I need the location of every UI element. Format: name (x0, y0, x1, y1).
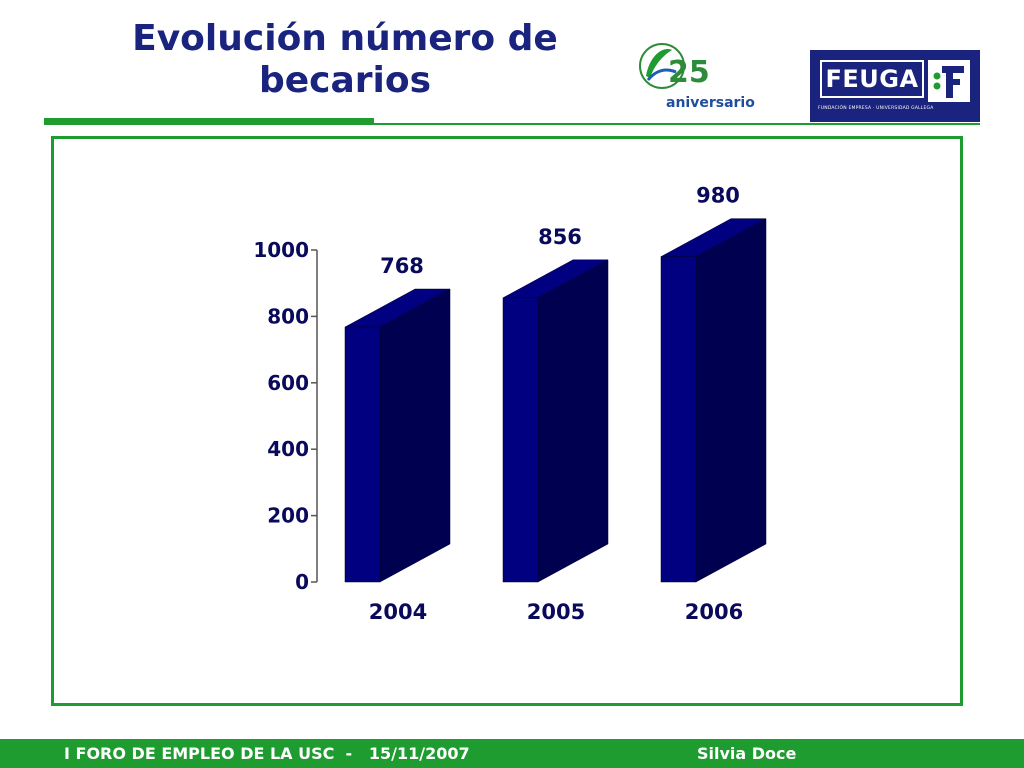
anniversary-number: 25 (668, 55, 710, 90)
data-label: 980 (696, 184, 740, 208)
chart-frame: 0 200 400 600 800 1000 768 2004 856 2005 980 2006 (51, 136, 963, 706)
header-divider-thin (374, 123, 980, 125)
bar (344, 326, 381, 583)
y-tick-label: 400 (267, 437, 309, 461)
footer-event: I FORO DE EMPLEO DE LA USC - 15/11/2007 (64, 744, 470, 763)
data-label: 856 (538, 225, 582, 249)
y-tick-label: 600 (267, 371, 309, 395)
bar-chart: 0 200 400 600 800 1000 768 2004 856 2005 980 2006 (253, 184, 767, 624)
y-tick-label: 0 (295, 570, 309, 594)
data-label: 768 (380, 254, 424, 278)
x-tick-label: 2005 (527, 600, 585, 624)
footer-bar: I FORO DE EMPLEO DE LA USC - 15/11/2007 … (0, 739, 1024, 768)
x-tick-label: 2006 (685, 600, 743, 624)
feuga-wordmark: FEUGA (820, 60, 924, 98)
feuga-logo: FEUGA FUNDACIÓN EMPRESA · UNIVERSIDAD GA… (810, 50, 980, 122)
y-tick-label: 800 (267, 304, 309, 328)
x-tick-label: 2004 (369, 600, 427, 624)
feuga-f-icon (928, 60, 970, 102)
bar-side (379, 288, 451, 583)
bar (502, 297, 539, 583)
anniversary-text: aniversario (666, 95, 755, 111)
anniversary-logo: 25 aniversario (632, 36, 762, 116)
anniversary-25-icon: 25 aniversario (639, 43, 755, 111)
feuga-tagline: FUNDACIÓN EMPRESA · UNIVERSIDAD GALLEGA (818, 106, 934, 111)
bar (660, 256, 697, 583)
header-divider-thick (44, 118, 374, 125)
bar-side (537, 259, 609, 583)
footer-author: Silvia Doce (697, 744, 797, 763)
bar-side (695, 218, 767, 583)
y-tick-label: 1000 (253, 238, 309, 262)
page-title: Evolución número de becarios (132, 18, 558, 101)
y-tick-label: 200 (267, 504, 309, 528)
